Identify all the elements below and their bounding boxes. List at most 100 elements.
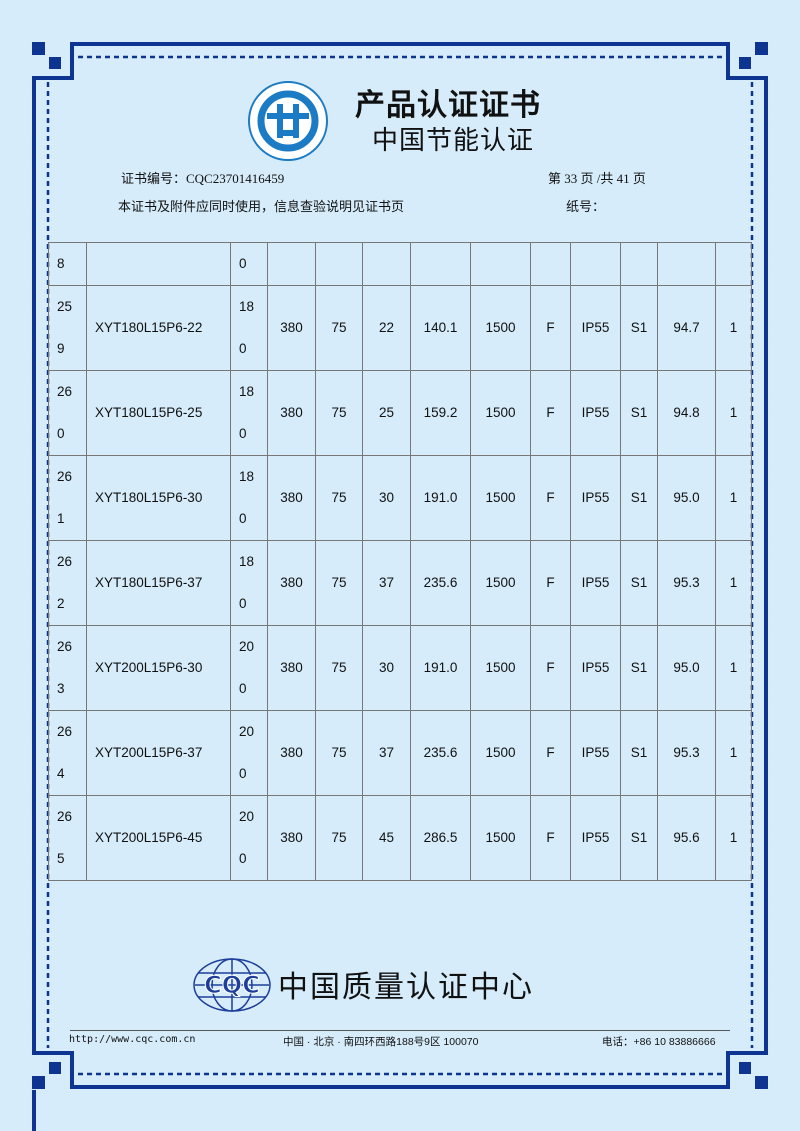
cell-model: XYT180L15P6-25: [86, 370, 231, 456]
energy-conservation-logo: [248, 81, 328, 161]
table-row: 262 XYT180L15P6-37 180 380 75 37 235.6 1500 F IP5…: [48, 540, 752, 626]
cell-grade: 1: [715, 285, 752, 371]
cell-efficiency: [657, 242, 716, 286]
cell-model: XYT180L15P6-22: [86, 285, 231, 371]
cell-model: XYT180L15P6-37: [86, 540, 231, 626]
cell-c5: 75: [315, 370, 363, 456]
cell-model: XYT200L15P6-45: [86, 795, 231, 881]
telephone: 电话：+86 10 83886666: [602, 1036, 716, 1048]
cell-voltage: 380: [267, 455, 316, 541]
cell-current: 191.0: [410, 455, 471, 541]
cell-c5: 75: [315, 795, 363, 881]
cell-frame: 200: [230, 795, 268, 881]
cell-no: 260: [48, 370, 87, 456]
cell-protection: IP55: [570, 795, 621, 881]
cell-duty: S1: [620, 455, 658, 541]
cell-grade: 1: [715, 540, 752, 626]
cell-efficiency: 95.3: [657, 540, 716, 626]
cell-current: 140.1: [410, 285, 471, 371]
cell-insulation: F: [530, 625, 571, 711]
certificate-number: 证书编号：CQC23701416459: [121, 171, 285, 186]
cell-protection: IP55: [570, 540, 621, 626]
cell-power: 22: [362, 285, 411, 371]
cell-protection: IP55: [570, 625, 621, 711]
cell-c5: [315, 242, 363, 286]
cell-no: 8: [48, 242, 87, 286]
cell-voltage: 380: [267, 710, 316, 796]
cell-no: 265: [48, 795, 87, 881]
cell-voltage: 380: [267, 625, 316, 711]
cell-power: 25: [362, 370, 411, 456]
certificate-title: 产品认证证书: [355, 88, 541, 123]
cell-frame: 180: [230, 540, 268, 626]
cell-speed: 1500: [470, 795, 531, 881]
cell-current: 159.2: [410, 370, 471, 456]
cell-duty: [620, 242, 658, 286]
cell-c5: 75: [315, 540, 363, 626]
cell-duty: S1: [620, 370, 658, 456]
cell-speed: 1500: [470, 625, 531, 711]
certificate-subtitle: 中国节能认证: [372, 126, 535, 156]
cell-efficiency: 95.3: [657, 710, 716, 796]
footer-divider: [70, 1030, 730, 1031]
product-table: 8 0 259 XYT180L15P6-22 180 380 75 22 140.1 1500 F I…: [48, 242, 752, 881]
cell-c5: 75: [315, 625, 363, 711]
cell-current: 191.0: [410, 625, 471, 711]
cell-power: [362, 242, 411, 286]
cell-power: 37: [362, 540, 411, 626]
cell-insulation: F: [530, 285, 571, 371]
table-row: 263 XYT200L15P6-30 200 380 75 30 191.0 1500 F IP5…: [48, 625, 752, 711]
svg-text:CQC: CQC: [204, 971, 260, 999]
cell-model: [86, 242, 231, 286]
cell-power: 45: [362, 795, 411, 881]
table-row: 259 XYT180L15P6-22 180 380 75 22 140.1 1500 F IP5…: [48, 285, 752, 371]
cell-insulation: [530, 242, 571, 286]
cell-protection: [570, 242, 621, 286]
cell-protection: IP55: [570, 710, 621, 796]
cell-frame: 200: [230, 625, 268, 711]
cell-speed: [470, 242, 531, 286]
table-row: 265 XYT200L15P6-45 200 380 75 45 286.5 1500 F IP5…: [48, 795, 752, 881]
cell-c5: 75: [315, 710, 363, 796]
cell-duty: S1: [620, 625, 658, 711]
table-row: 264 XYT200L15P6-37 200 380 75 37 235.6 1500 F IP5…: [48, 710, 752, 796]
cell-duty: S1: [620, 285, 658, 371]
cell-grade: 1: [715, 625, 752, 711]
cell-model: XYT180L15P6-30: [86, 455, 231, 541]
cell-grade: [715, 242, 752, 286]
table-row: 261 XYT180L15P6-30 180 380 75 30 191.0 1500 F IP5…: [48, 455, 752, 541]
cell-current: [410, 242, 471, 286]
website-link[interactable]: http://www.cqc.com.cn: [69, 1034, 196, 1045]
cell-protection: IP55: [570, 455, 621, 541]
cqc-logo: CQC: [193, 958, 271, 1012]
cell-power: 30: [362, 455, 411, 541]
cell-grade: 1: [715, 710, 752, 796]
cell-no: 261: [48, 455, 87, 541]
cell-protection: IP55: [570, 370, 621, 456]
cell-no: 264: [48, 710, 87, 796]
cell-frame: 180: [230, 370, 268, 456]
cell-model: XYT200L15P6-30: [86, 625, 231, 711]
cell-current: 286.5: [410, 795, 471, 881]
cell-no: 263: [48, 625, 87, 711]
cell-voltage: [267, 242, 316, 286]
cell-no: 262: [48, 540, 87, 626]
cell-frame: 0: [230, 242, 268, 286]
cell-voltage: 380: [267, 370, 316, 456]
cell-speed: 1500: [470, 370, 531, 456]
cell-current: 235.6: [410, 540, 471, 626]
cell-speed: 1500: [470, 710, 531, 796]
cell-protection: IP55: [570, 285, 621, 371]
cell-efficiency: 95.0: [657, 625, 716, 711]
cell-power: 37: [362, 710, 411, 796]
usage-note: 本证书及附件应同时使用，信息查验说明见证书页: [118, 199, 405, 214]
cell-efficiency: 95.0: [657, 455, 716, 541]
cell-grade: 1: [715, 455, 752, 541]
cell-speed: 1500: [470, 540, 531, 626]
cell-frame: 180: [230, 285, 268, 371]
cell-duty: S1: [620, 710, 658, 796]
cell-c5: 75: [315, 285, 363, 371]
cell-voltage: 380: [267, 795, 316, 881]
cell-frame: 200: [230, 710, 268, 796]
